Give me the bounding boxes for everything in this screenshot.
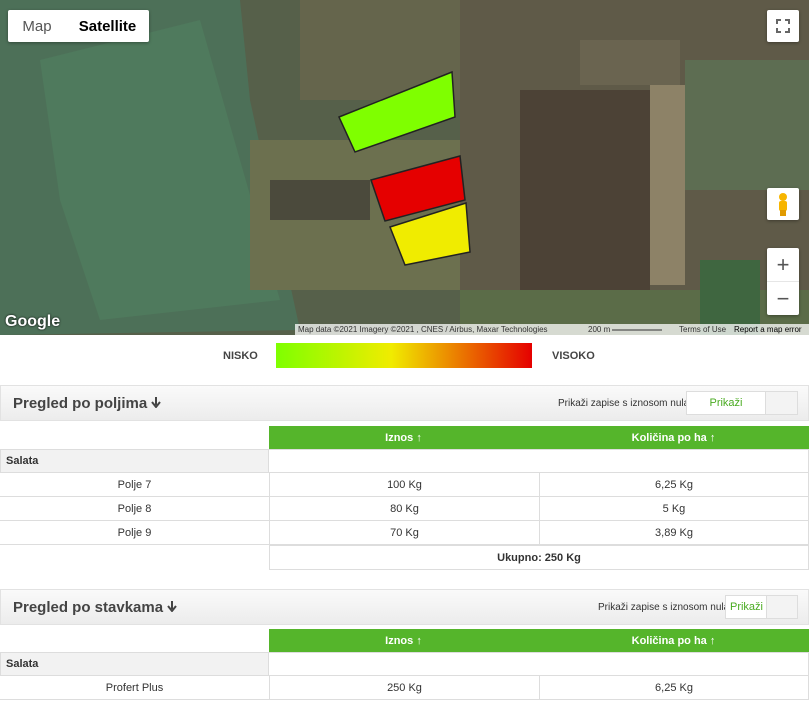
empty-cell — [269, 449, 809, 473]
toggle-label: Prikaži zapise s iznosom nula — [558, 398, 690, 409]
table-cell: 6,25 Kg — [539, 473, 809, 497]
title-text: Pregled po poljima — [13, 395, 148, 412]
pegman-icon — [779, 193, 787, 216]
table-row: Polje 9 70 Kg 3,89 Kg — [0, 521, 809, 545]
rows: Polje 7 100 Kg 6,25 Kg Polje 8 80 Kg 5 Kg Polj… — [0, 473, 809, 545]
column-header[interactable]: Iznos ↑ — [269, 629, 538, 652]
report-error[interactable]: Report a map error — [734, 325, 802, 334]
legend-low: NISKO — [223, 350, 258, 362]
street-view-button[interactable] — [767, 188, 799, 220]
table: Iznos ↑ Količina po ha ↑ Salata Profert P… — [0, 629, 809, 700]
table-cell: 70 Kg — [269, 521, 539, 545]
toggle-button[interactable]: Prikaži — [725, 595, 768, 619]
toggle-button[interactable]: Prikaži — [686, 391, 766, 415]
total-cell: Ukupno: 250 Kg — [269, 545, 809, 570]
table-cell: 3,89 Kg — [539, 521, 809, 545]
toggle-switch[interactable] — [765, 391, 798, 415]
terms[interactable]: Terms of Use — [679, 325, 727, 334]
satellite-imagery — [0, 0, 809, 335]
table-cell: 250 Kg — [269, 676, 539, 700]
satellite-button[interactable]: Satellite — [78, 17, 137, 35]
table: Iznos ↑ Količina po ha ↑ Salata Polje 7 10… — [0, 426, 809, 570]
map[interactable]: Map Satellite + − Google Map data ©2021 … — [0, 0, 809, 335]
section-title: Pregled po stavkama — [13, 599, 178, 616]
table-cell: Profert Plus — [0, 676, 269, 700]
rows: Profert Plus 250 Kg 6,25 Kg — [0, 676, 809, 700]
section-header: Pregled po poljima Prikaži zapise s izno… — [0, 385, 809, 421]
sort-icon — [167, 601, 178, 613]
title-text: Pregled po stavkama — [13, 599, 164, 616]
spacer — [0, 545, 269, 570]
sort-icon — [151, 397, 162, 409]
group-cell: Salata — [0, 652, 269, 676]
empty-cell — [269, 652, 809, 676]
table-cell: 80 Kg — [269, 497, 539, 521]
table-row: Profert Plus 250 Kg 6,25 Kg — [0, 676, 809, 700]
legend-gradient — [276, 343, 532, 368]
table-cell: Polje 9 — [0, 521, 269, 545]
table-cell: 6,25 Kg — [539, 676, 809, 700]
fullscreen-icon — [776, 19, 790, 33]
table-cell: Polje 7 — [0, 473, 269, 497]
legend-high: VISOKO — [552, 350, 595, 362]
google-logo: Google — [5, 313, 61, 330]
section-title: Pregled po poljima — [13, 395, 162, 412]
table-row: Polje 7 100 Kg 6,25 Kg — [0, 473, 809, 497]
section-header: Pregled po stavkama Prikaži zapise s izn… — [0, 589, 809, 625]
toggle-label: Prikaži zapise s iznosom nula — [598, 602, 730, 613]
zoom-out[interactable]: − — [767, 281, 799, 316]
map-type-control: Map Satellite — [8, 10, 149, 42]
scale: 200 m — [588, 325, 611, 334]
group-cell: Salata — [0, 449, 269, 473]
zoom-in[interactable]: + — [776, 251, 790, 277]
column-header[interactable]: Iznos ↑ — [269, 426, 538, 449]
table-cell: 5 Kg — [539, 497, 809, 521]
attribution: Map data ©2021 Imagery ©2021 , CNES / Ai… — [298, 325, 548, 334]
zoom-control: + − — [767, 248, 799, 315]
map-button[interactable]: Map — [22, 17, 52, 35]
column-header[interactable]: Količina po ha ↑ — [538, 426, 809, 449]
table-cell: 100 Kg — [269, 473, 539, 497]
table-cell: Polje 8 — [0, 497, 269, 521]
toggle-switch[interactable] — [766, 595, 798, 619]
table-row: Polje 8 80 Kg 5 Kg — [0, 497, 809, 521]
column-header[interactable]: Količina po ha ↑ — [538, 629, 809, 652]
fullscreen-button[interactable] — [767, 10, 799, 42]
